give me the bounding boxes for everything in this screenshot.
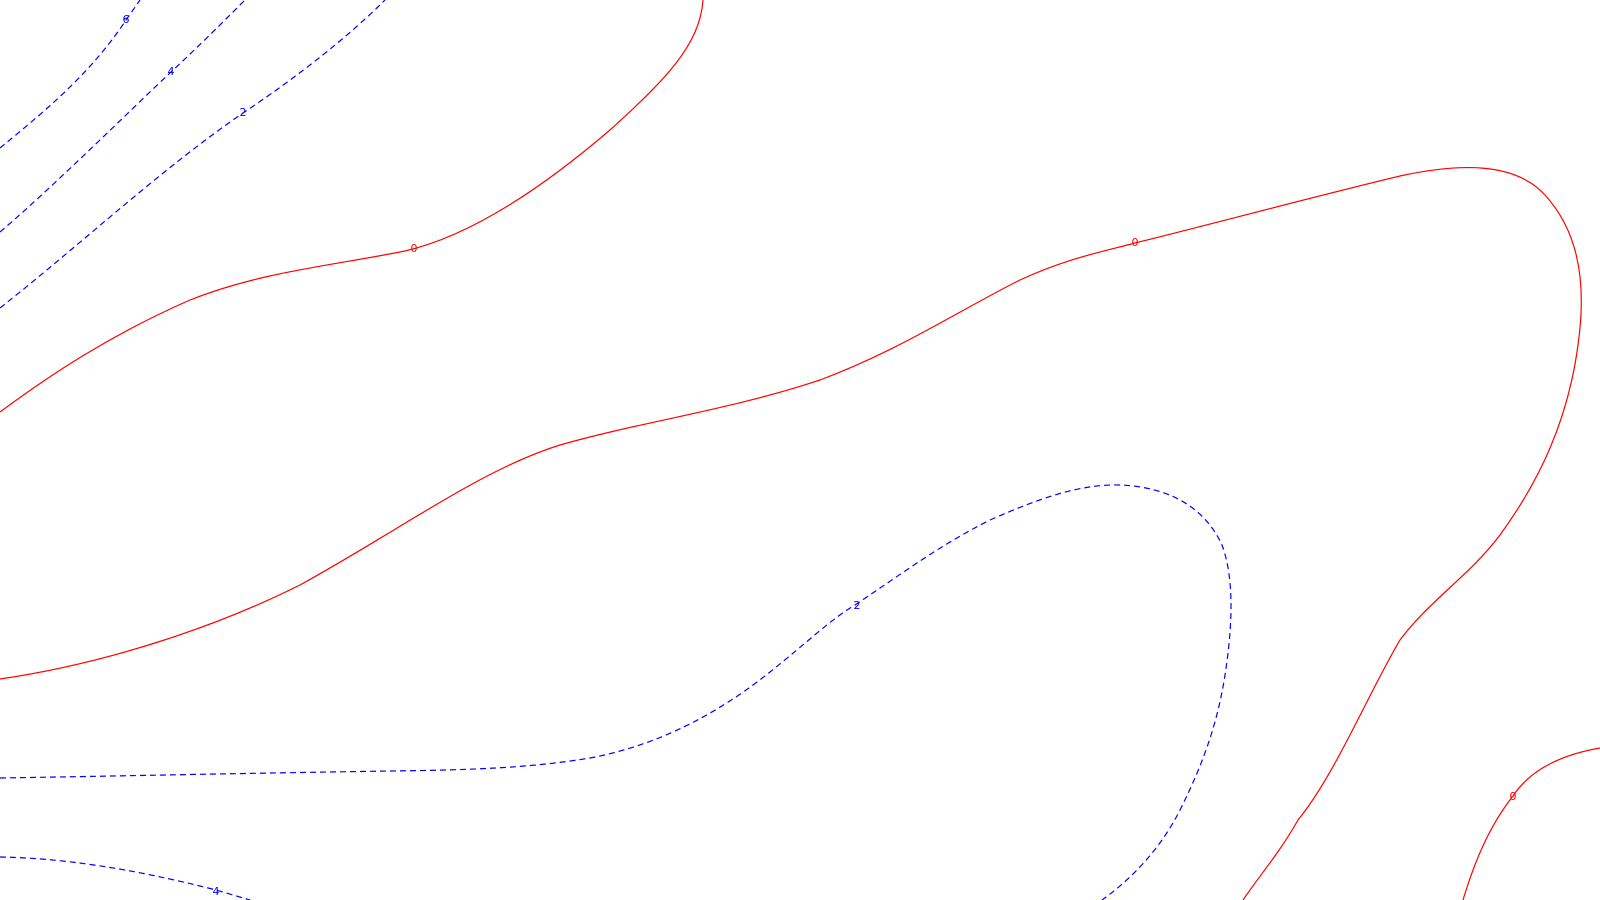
contour-label-0: 0 — [411, 242, 418, 255]
contour-label-0: 0 — [1132, 236, 1139, 249]
contour-line-2-lower — [0, 484, 1232, 900]
contour-line-6 — [0, 0, 141, 149]
contour-label-0: 0 — [1510, 790, 1517, 803]
contour-label-6: 6 — [123, 13, 130, 26]
contour-line-4-lower — [0, 856, 251, 900]
contour-line-2-upper — [0, 0, 386, 309]
contour-line-4-upper — [0, 0, 246, 233]
contour-labels: 0 0 0 6 4 2 2 4 — [123, 13, 1517, 898]
contour-label-2: 2 — [854, 599, 861, 612]
contour-label-2: 2 — [240, 106, 247, 119]
contour-line-0-upper-left — [0, 0, 704, 413]
contour-label-4: 4 — [213, 885, 220, 898]
contour-line-0-lower-right — [1462, 747, 1600, 900]
contour-line-0-center — [0, 166, 1582, 900]
contour-label-4: 4 — [168, 65, 175, 78]
